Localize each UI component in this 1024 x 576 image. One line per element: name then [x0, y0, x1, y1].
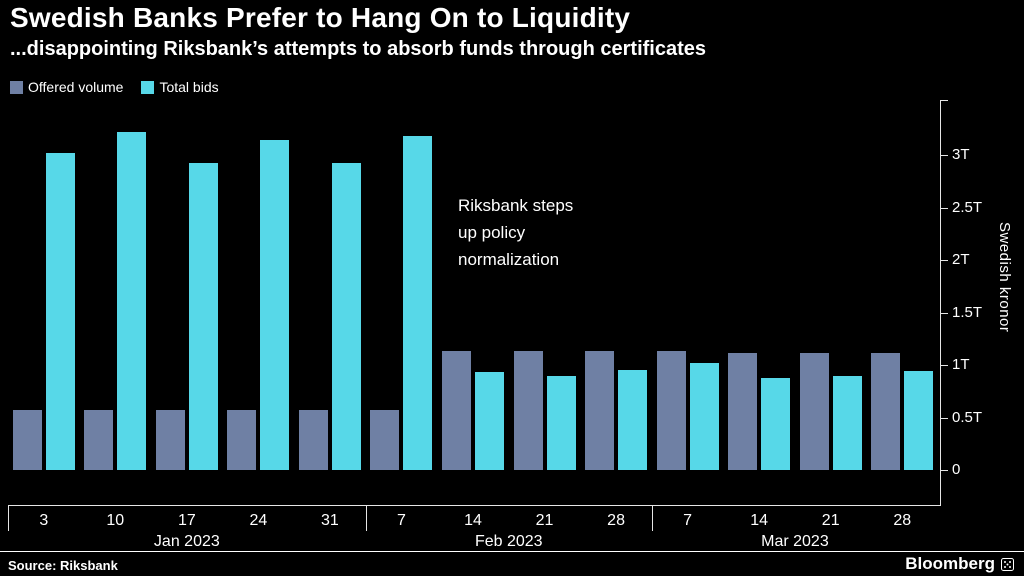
bar-total-bids [832, 376, 862, 470]
bloomberg-mark-icon [1001, 557, 1014, 571]
bloomberg-logo: Bloomberg [905, 554, 1014, 574]
x-tick-label: 28 [893, 512, 912, 529]
page-subtitle: ...disappointing Riksbank’s attempts to … [10, 38, 707, 60]
y-tick-label: 1.5T [952, 304, 983, 321]
x-tick-label: 10 [106, 512, 125, 529]
bar-offered-volume [12, 410, 42, 470]
y-tick-mark [941, 208, 948, 209]
y-tick-label: 0.5T [952, 409, 983, 426]
x-tick-label: 31 [321, 512, 339, 529]
month-label: Jan 2023 [153, 533, 220, 550]
bar-offered-volume [227, 410, 257, 470]
x-tick-label: 3 [39, 512, 49, 529]
bar-offered-volume [656, 351, 686, 470]
footer-divider [0, 551, 1024, 552]
bar-total-bids [618, 370, 648, 470]
bar-total-bids [188, 163, 218, 470]
x-tick-label: 24 [249, 512, 268, 529]
bar-total-bids [546, 376, 576, 470]
y-tick-mark [941, 365, 948, 366]
y-tick-label: 3T [952, 146, 970, 163]
x-tick-label: 7 [683, 512, 693, 529]
chart-annotation: Riksbank steps up policy normalization [458, 196, 574, 270]
bar-total-bids [260, 140, 290, 470]
y-tick-mark [941, 260, 948, 261]
y-axis-top-tick-mark [941, 100, 948, 101]
y-axis-title: Swedish kronor [996, 222, 1013, 333]
y-tick-mark [941, 313, 948, 314]
bar-offered-volume [298, 410, 328, 470]
month-label: Feb 2023 [474, 533, 543, 550]
bar-offered-volume [84, 410, 114, 470]
page-title: Swedish Banks Prefer to Hang On to Liqui… [10, 2, 631, 33]
y-tick-mark [941, 418, 948, 419]
y-tick-label: 0 [952, 461, 961, 478]
x-tick-label: 14 [750, 512, 769, 529]
bar-total-bids [761, 378, 791, 470]
month-divider-tick [652, 505, 653, 531]
bar-total-bids [904, 371, 934, 470]
legend-label-total-bids: Total bids [159, 79, 219, 95]
bar-offered-volume [585, 351, 615, 470]
month-divider-tick [366, 505, 367, 531]
y-tick-label: 2T [952, 251, 970, 268]
bar-offered-volume [370, 410, 400, 470]
month-divider-tick [8, 505, 9, 531]
x-tick-label: 17 [177, 512, 196, 529]
legend-label-offered-volume: Offered volume [28, 79, 124, 95]
x-tick-label: 14 [464, 512, 482, 529]
total-bids-swatch-icon [141, 80, 155, 94]
bar-offered-volume [513, 351, 543, 470]
bar-total-bids [475, 372, 504, 470]
legend-item-offered-volume: Offered volume [10, 79, 123, 95]
y-axis-line [940, 100, 941, 506]
bar-total-bids [403, 136, 433, 470]
bar-total-bids [689, 363, 719, 470]
source-credit: Source: Riksbank [8, 558, 118, 573]
x-tick-label: 21 [535, 512, 554, 529]
y-tick-mark [941, 155, 948, 156]
bar-offered-volume [871, 353, 901, 470]
bar-offered-volume [442, 351, 471, 470]
bloomberg-wordmark: Bloomberg [905, 554, 995, 573]
bar-total-bids [117, 132, 147, 470]
chart-legend: Offered volume Total bids [10, 79, 219, 95]
bar-total-bids [331, 163, 361, 470]
legend-item-total-bids: Total bids [141, 79, 219, 95]
bar-offered-volume [728, 353, 758, 470]
x-axis-line [8, 505, 941, 506]
y-tick-mark [941, 470, 948, 471]
bar-offered-volume [155, 410, 185, 470]
x-tick-label: 28 [607, 512, 625, 529]
month-label: Mar 2023 [761, 533, 829, 550]
offered-volume-swatch-icon [10, 80, 23, 94]
x-tick-label: 21 [821, 512, 840, 529]
y-tick-label: 1T [952, 356, 970, 373]
bar-total-bids [45, 153, 75, 470]
x-tick-label: 7 [397, 512, 406, 529]
bar-offered-volume [799, 353, 829, 470]
y-tick-label: 2.5T [952, 199, 983, 216]
